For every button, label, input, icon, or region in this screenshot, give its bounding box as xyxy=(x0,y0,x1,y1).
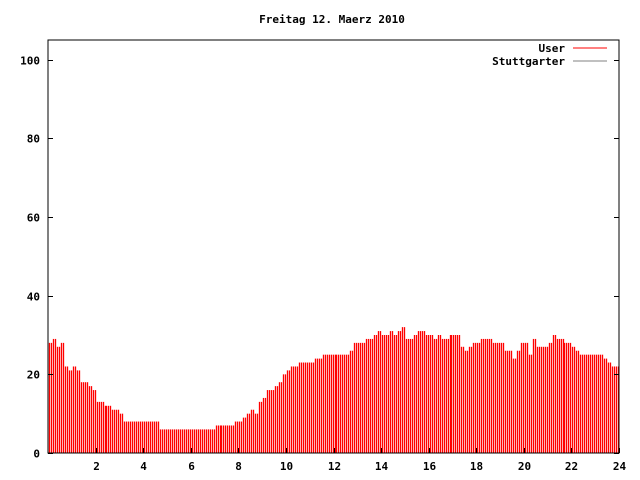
x-tick-label: 12 xyxy=(328,460,341,473)
x-tick-label: 16 xyxy=(423,460,437,473)
y-axis: 0 20 40 60 80 100 xyxy=(20,55,619,461)
x-tick-label: 20 xyxy=(518,460,531,473)
x-tick-label: 2 xyxy=(93,460,100,473)
impulses-user xyxy=(48,327,620,453)
x-tick-label: 8 xyxy=(235,460,242,473)
y-tick-label: 60 xyxy=(27,212,40,225)
x-axis: 2 4 6 8 10 12 14 16 18 20 22 24 xyxy=(93,448,626,473)
y-tick-label: 0 xyxy=(33,448,40,461)
legend-label-user: User xyxy=(539,42,566,55)
x-tick-label: 6 xyxy=(188,460,195,473)
y-tick-label: 40 xyxy=(27,291,40,304)
legend: User Stuttgarter xyxy=(492,42,607,68)
x-tick-label: 18 xyxy=(470,460,483,473)
x-tick-label: 10 xyxy=(280,460,293,473)
chart-title: Freitag 12. Maerz 2010 xyxy=(259,13,405,26)
y-tick-label: 20 xyxy=(27,369,40,382)
legend-label-stuttgarter: Stuttgarter xyxy=(492,55,565,68)
x-tick-label: 14 xyxy=(375,460,389,473)
x-tick-label: 4 xyxy=(140,460,147,473)
plot-border xyxy=(47,39,620,454)
y-tick-label: 100 xyxy=(20,55,40,68)
y-tick-label: 80 xyxy=(27,133,40,146)
x-tick-label: 24 xyxy=(613,460,627,473)
x-tick-label: 22 xyxy=(565,460,578,473)
